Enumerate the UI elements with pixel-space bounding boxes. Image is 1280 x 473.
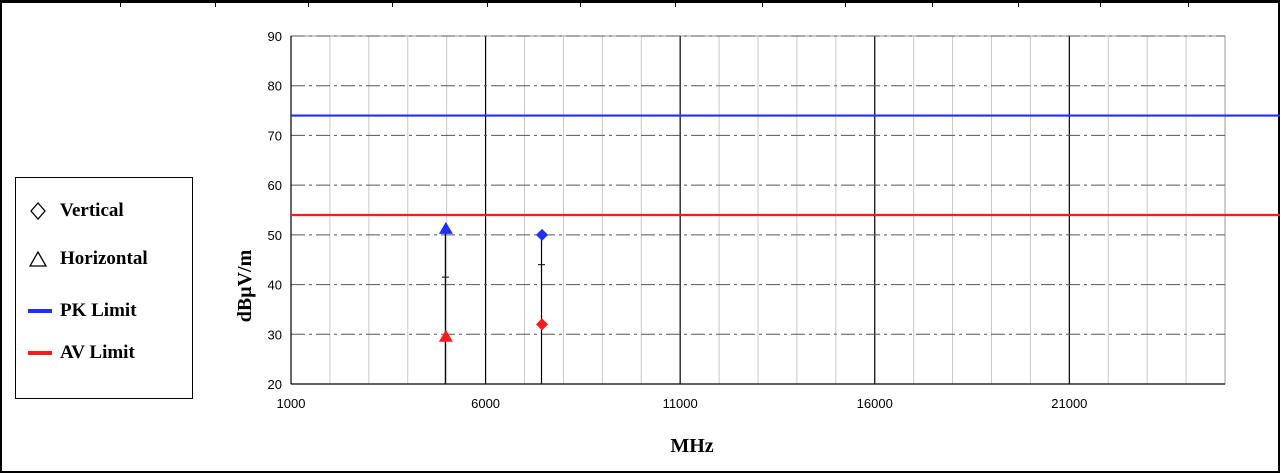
- top-ruler-tick: [308, 0, 309, 7]
- legend-line-swatch: [28, 309, 52, 313]
- top-ruler-tick: [580, 0, 581, 7]
- top-ruler-tick: [845, 0, 846, 7]
- top-ruler-tick: [1018, 0, 1019, 7]
- legend-item-horizontal: Horizontal: [16, 246, 148, 272]
- y-tick-label: 40: [268, 278, 282, 293]
- legend-label: Horizontal: [60, 248, 148, 269]
- y-tick-label: 80: [268, 79, 282, 94]
- diamond-outline-icon: [16, 202, 60, 220]
- top-ruler-tick: [215, 0, 216, 7]
- y-tick-labels: 20 30 40 50 60 70 80 90: [268, 29, 282, 392]
- legend: Vertical Horizontal PK Limit AV Limit: [15, 177, 193, 399]
- legend-item-av-limit: AV Limit: [16, 340, 135, 366]
- chart-grid: [290, 35, 1226, 385]
- data-point-triangle: [438, 329, 453, 342]
- top-ruler-tick: [1100, 0, 1101, 7]
- top-ruler-tick: [487, 0, 488, 7]
- legend-label: Vertical: [60, 200, 124, 221]
- x-tick-label: 21000: [1051, 396, 1087, 411]
- top-ruler-tick: [762, 0, 763, 7]
- x-tick-label: 6000: [471, 396, 500, 411]
- y-tick-label: 90: [268, 29, 282, 44]
- legend-label: PK Limit: [60, 300, 137, 321]
- limit-lines: [291, 114, 1280, 217]
- y-axis-title: dBμV/m: [234, 249, 256, 322]
- x-tick-label: 1000: [277, 396, 306, 411]
- top-ruler-tick: [932, 0, 933, 7]
- data-point-diamond: [536, 228, 549, 241]
- measurement-stems: [441, 228, 546, 384]
- x-axis-title: MHz: [670, 435, 713, 457]
- legend-label: AV Limit: [60, 342, 135, 363]
- triangle-outline-icon: [16, 251, 60, 267]
- top-rule: [0, 0, 1280, 3]
- x-tick-labels: 1000 6000 11000 16000 21000: [277, 396, 1088, 411]
- legend-item-vertical: Vertical: [16, 198, 124, 224]
- legend-line-swatch: [28, 351, 52, 355]
- data-point-diamond: [536, 318, 549, 331]
- top-ruler-tick: [392, 0, 393, 7]
- y-tick-label: 50: [268, 228, 282, 243]
- measurement-points: [438, 221, 549, 342]
- legend-item-pk-limit: PK Limit: [16, 298, 137, 324]
- top-ruler-tick: [675, 0, 676, 7]
- top-ruler-tick: [120, 0, 121, 7]
- y-tick-label: 30: [268, 327, 282, 342]
- top-ruler-tick: [1188, 0, 1189, 7]
- x-tick-label: 11000: [663, 396, 698, 411]
- y-tick-label: 20: [268, 377, 282, 392]
- x-tick-label: 16000: [857, 396, 893, 411]
- y-tick-label: 70: [268, 128, 282, 143]
- y-tick-label: 60: [268, 178, 282, 193]
- data-point-triangle: [438, 221, 453, 234]
